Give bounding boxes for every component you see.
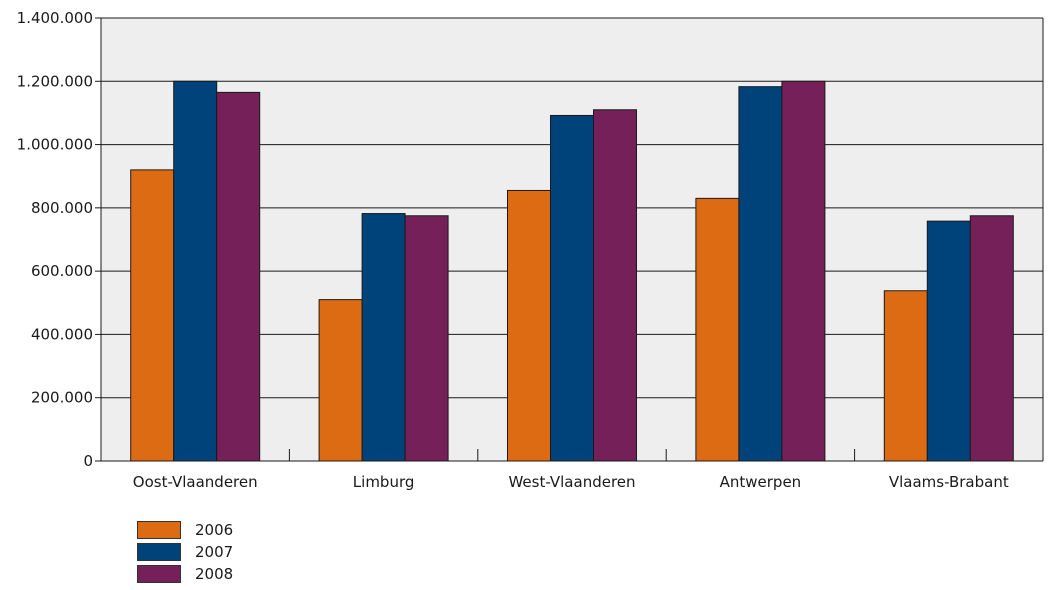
y-tick-labels: 0 200.000 400.000 600.000 800.000 1.000.000 1.… — [17, 9, 93, 470]
bar-2007-oost-vlaanderen — [173, 80, 218, 462]
bar-2006-oost-vlaanderen — [130, 169, 175, 462]
y-tick-label: 400.000 — [31, 325, 93, 343]
y-tick-label: 1.200.000 — [17, 72, 93, 90]
x-tick-labels: Oost-Vlaanderen Limburg West-Vlaanderen Ant… — [133, 473, 1009, 491]
y-tick-label: 600.000 — [31, 262, 93, 280]
x-tick-label: Antwerpen — [720, 473, 802, 491]
bar-2007-vlaams-brabant — [926, 220, 971, 462]
legend-swatch-2007 — [137, 543, 181, 561]
bar-2008-west-vlaanderen — [593, 109, 637, 462]
legend-label-2008: 2008 — [195, 565, 234, 583]
legend-label-2006: 2006 — [195, 521, 234, 539]
bar-2008-oost-vlaanderen — [216, 91, 261, 462]
legend-item-2008: 2008 — [137, 564, 233, 584]
y-tick-label: 1.400.000 — [17, 9, 93, 27]
bar-2006-limburg — [318, 299, 363, 462]
bar-chart: 0 200.000 400.000 600.000 800.000 1.000.000 1.… — [17, 9, 1044, 491]
x-tick-label: West-Vlaanderen — [508, 473, 635, 491]
y-tick-label: 1.000.000 — [17, 136, 93, 154]
axes — [95, 17, 1044, 462]
bar-2006-vlaams-brabant — [883, 290, 928, 462]
legend-swatch-2006 — [137, 521, 181, 539]
y-tick-label: 0 — [83, 452, 93, 470]
bar-2008-vlaams-brabant — [969, 215, 1014, 462]
x-tick-label: Limburg — [353, 473, 415, 491]
legend-item-2007: 2007 — [137, 542, 233, 562]
y-tick-label: 800.000 — [31, 199, 93, 217]
y-tick-label: 200.000 — [31, 389, 93, 407]
legend-label-2007: 2007 — [195, 543, 234, 561]
bar-2007-antwerpen — [738, 86, 783, 462]
legend: 2006 2007 2008 — [137, 520, 233, 586]
bar-2006-west-vlaanderen — [507, 189, 551, 462]
x-tick-label: Oost-Vlaanderen — [133, 473, 258, 491]
legend-swatch-2008 — [137, 565, 181, 583]
bar-2008-antwerpen — [781, 80, 826, 462]
legend-item-2006: 2006 — [137, 520, 233, 540]
bar-2006-antwerpen — [695, 197, 740, 462]
bar-2007-west-vlaanderen — [550, 114, 594, 462]
bar-2007-limburg — [361, 213, 406, 462]
x-tick-label: Vlaams-Brabant — [889, 473, 1009, 491]
bar-2008-limburg — [404, 215, 449, 462]
